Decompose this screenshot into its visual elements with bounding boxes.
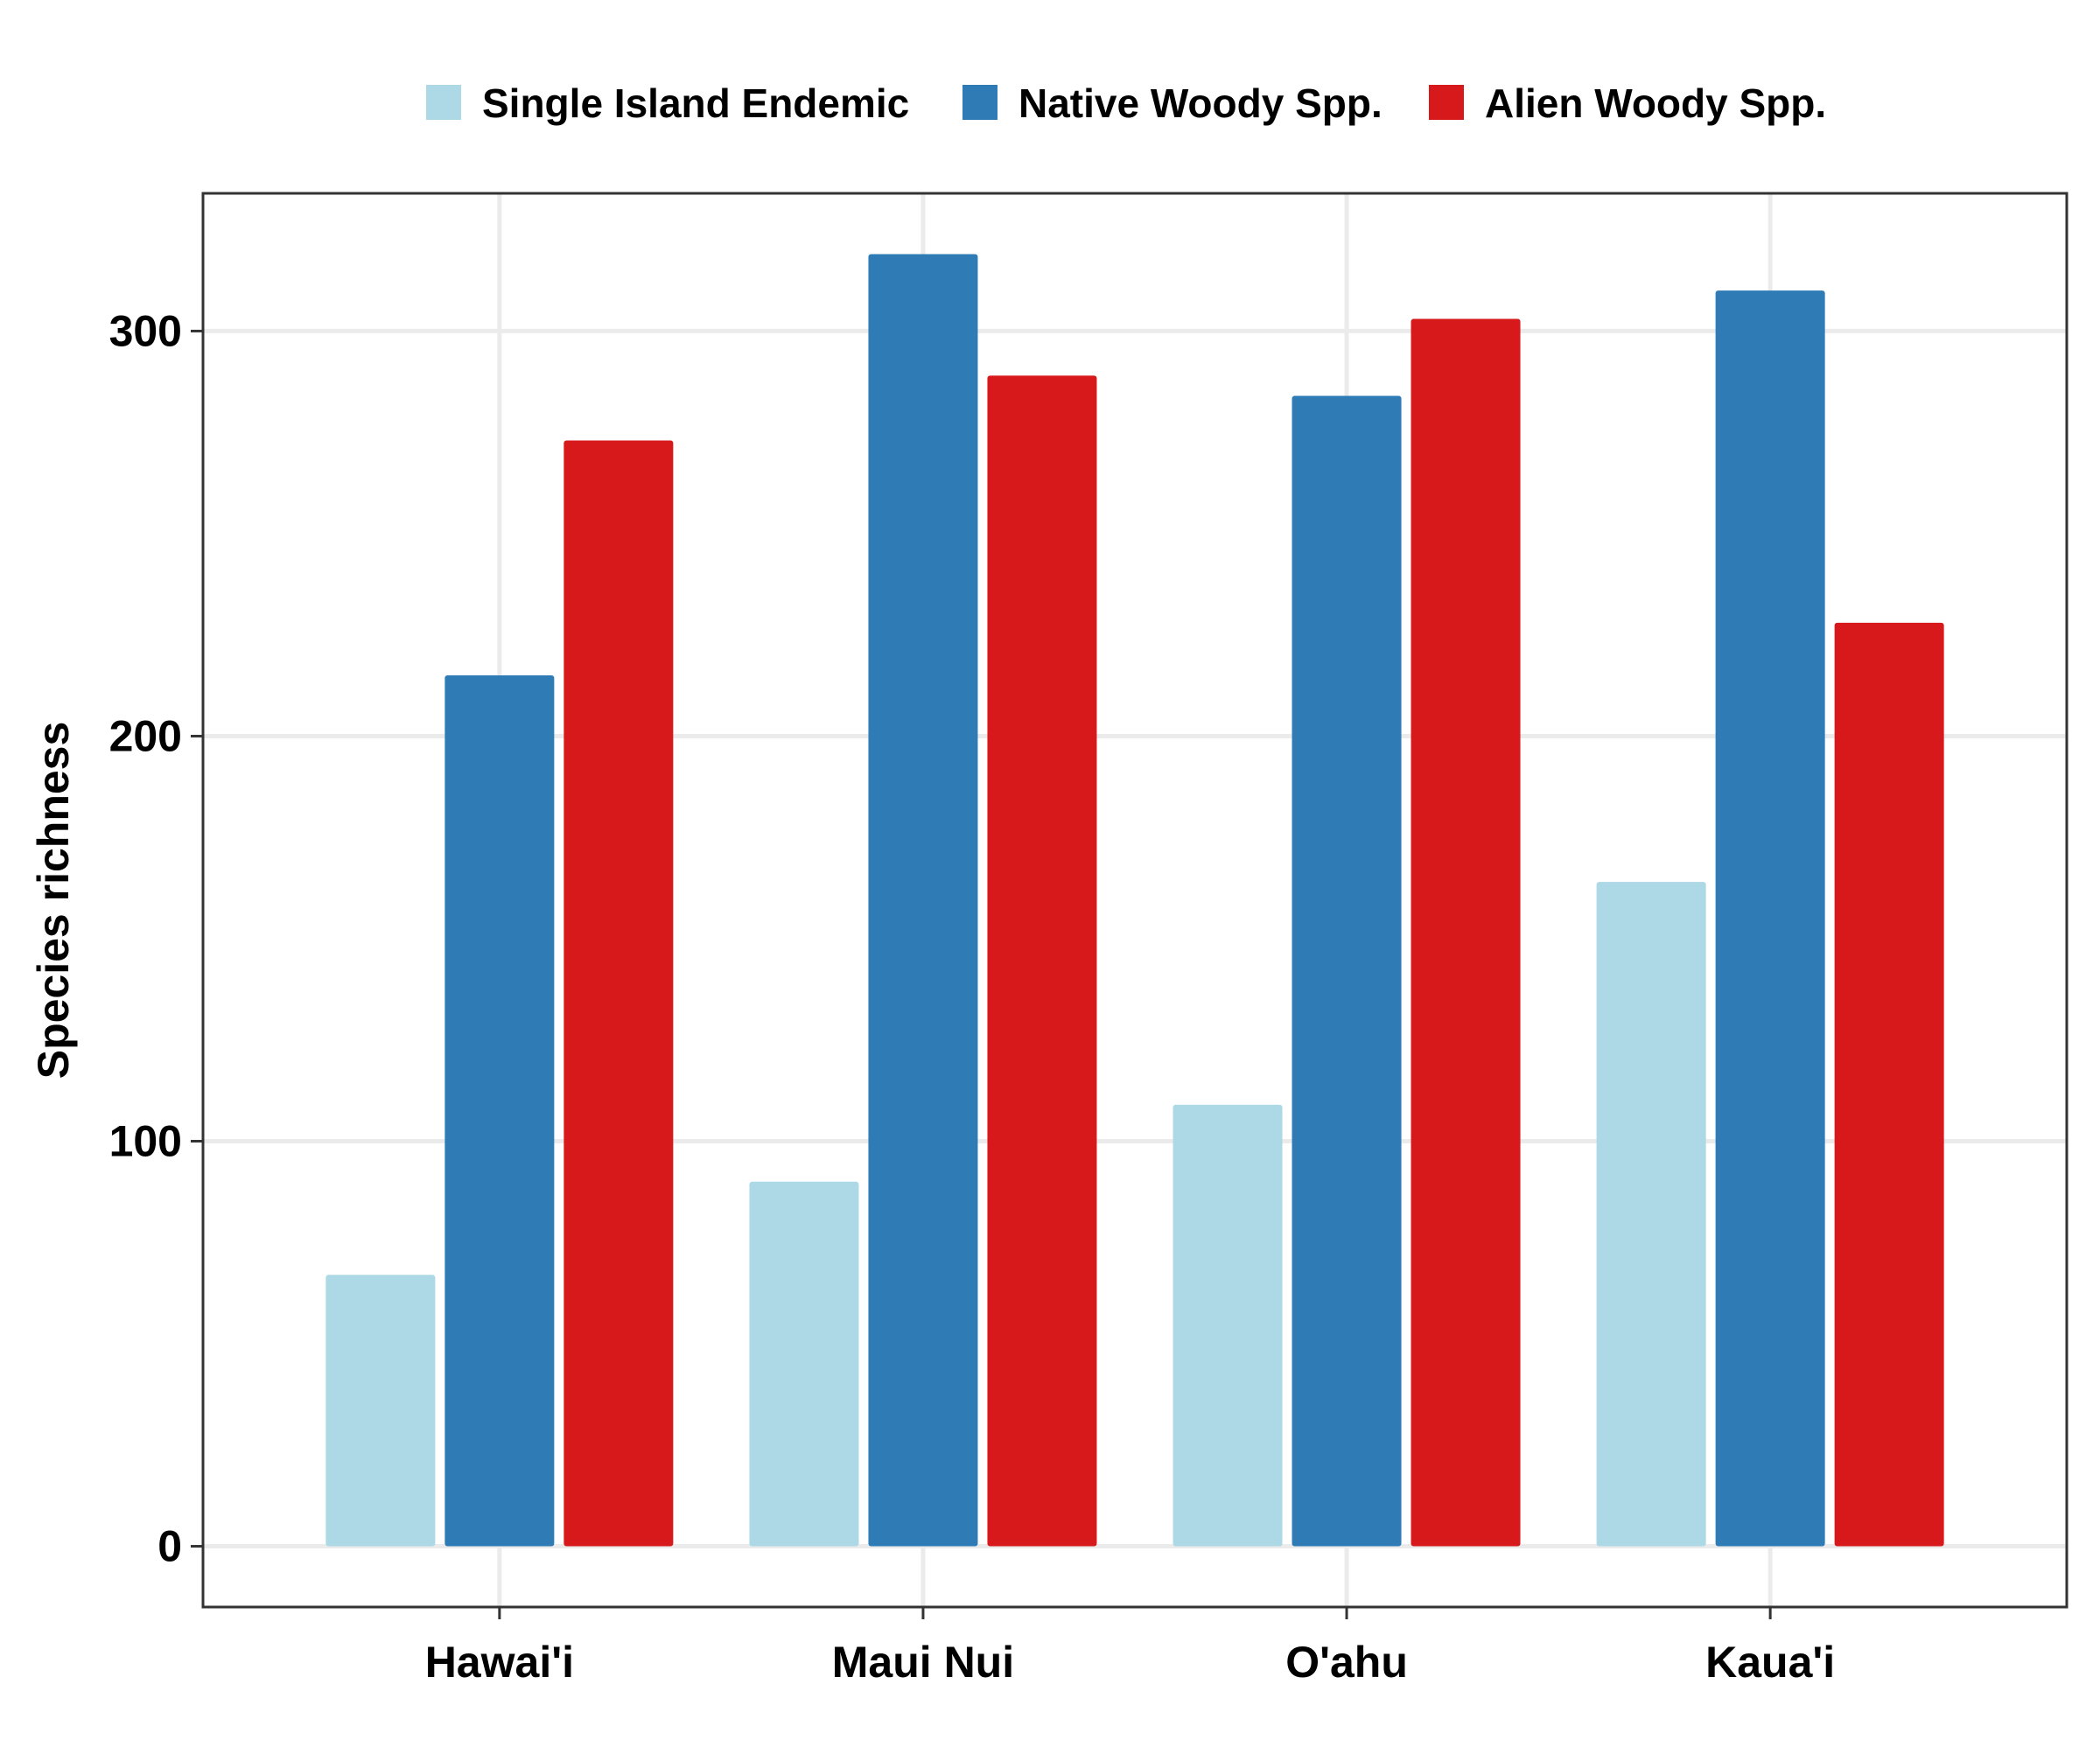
- x-tick-label: Hawai'i: [425, 1638, 574, 1687]
- bar-3-4: [1834, 622, 1944, 1547]
- bar-1-1: [326, 1275, 436, 1547]
- legend-swatch-2: [962, 85, 998, 120]
- bars: [326, 254, 1944, 1547]
- legend: Single Island Endemic Native Woody Spp. Al…: [426, 80, 1826, 126]
- bar-2-2: [868, 254, 978, 1547]
- bar-3-2: [987, 375, 1097, 1547]
- bar-3-3: [1410, 318, 1521, 1547]
- x-tick-label: Maui Nui: [832, 1638, 1014, 1687]
- y-tick-label: 0: [158, 1522, 182, 1571]
- y-tick-label: 100: [109, 1117, 182, 1166]
- legend-swatch-3: [1429, 85, 1464, 120]
- bar-2-3: [1292, 395, 1402, 1547]
- bar-2-1: [444, 675, 555, 1547]
- legend-label-2: Native Woody Spp.: [1018, 80, 1382, 126]
- bar-1-3: [1172, 1104, 1283, 1547]
- legend-label-3: Alien Woody Spp.: [1485, 80, 1826, 126]
- bar-3-1: [564, 440, 674, 1547]
- y-axis-title: Species richness: [29, 722, 78, 1080]
- legend-label-1: Single Island Endemic: [482, 80, 909, 126]
- y-tick-label: 300: [109, 306, 182, 355]
- axes: 0 100 200 300 Hawai'i Maui Nui O'ahu Kaua'i: [109, 306, 1836, 1687]
- x-tick-label: Kaua'i: [1705, 1638, 1835, 1687]
- legend-swatch-1: [426, 85, 461, 120]
- bar-1-2: [749, 1181, 859, 1547]
- bar-1-4: [1596, 882, 1706, 1547]
- plot-panel-border: [201, 192, 2068, 1609]
- y-tick-label: 200: [109, 711, 182, 760]
- bar-2-4: [1715, 290, 1825, 1547]
- x-tick-label: O'ahu: [1285, 1638, 1408, 1687]
